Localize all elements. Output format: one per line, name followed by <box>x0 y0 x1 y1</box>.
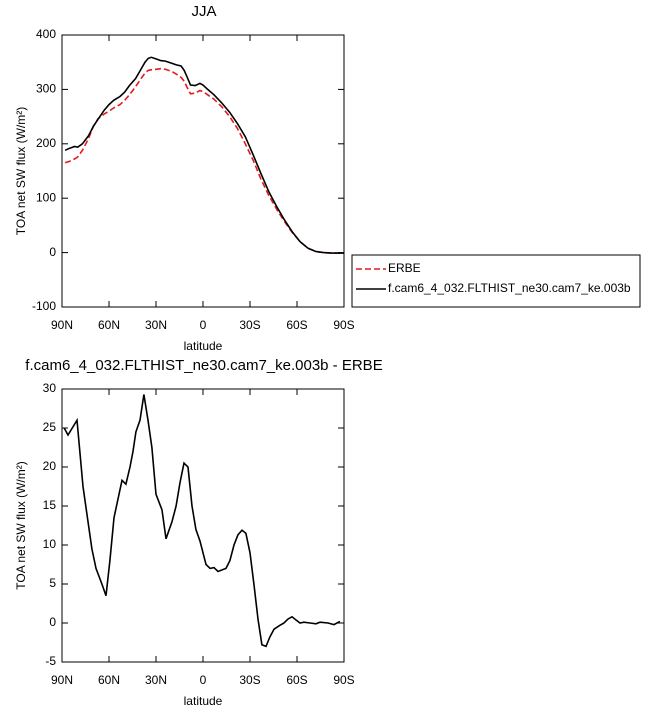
y-tick-label: 0 <box>49 245 56 259</box>
data-line <box>64 67 344 254</box>
y-tick-label: 5 <box>49 576 56 590</box>
data-line <box>63 394 341 648</box>
y-tick-label: 100 <box>36 190 56 204</box>
plot-frame <box>61 34 345 308</box>
y-tick-label: 300 <box>36 82 56 96</box>
legend-label: ERBE <box>388 261 421 275</box>
y-tick-label: -100 <box>32 299 56 313</box>
legend-label: f.cam6_4_032.FLTHIST_ne30.cam7_ke.003b <box>388 281 631 295</box>
y-tick-label: 20 <box>43 459 57 473</box>
y-tick-label: 25 <box>43 420 57 434</box>
x-tick-label: 30N <box>145 318 167 332</box>
x-tick-label: 60N <box>98 673 120 687</box>
x-tick-label: 30S <box>239 673 260 687</box>
x-tick-label: 90N <box>51 673 73 687</box>
x-tick-label: 60S <box>286 673 307 687</box>
y-tick-label: 15 <box>43 498 57 512</box>
y-axis-label: TOA net SW flux (W/m²) <box>14 461 28 589</box>
x-tick-label: 30S <box>239 318 260 332</box>
x-tick-label: 30N <box>145 673 167 687</box>
chart-title: JJA <box>191 3 216 20</box>
y-tick-label: -5 <box>45 654 56 668</box>
x-tick-label: 90S <box>333 318 354 332</box>
y-tick-label: 400 <box>36 27 56 41</box>
x-tick-label: 0 <box>200 673 207 687</box>
legend-box <box>351 254 641 308</box>
x-tick-label: 90N <box>51 318 73 332</box>
y-tick-label: 10 <box>43 537 57 551</box>
plot-frame <box>61 388 345 663</box>
data-line <box>64 56 344 254</box>
x-tick-label: 60S <box>286 318 307 332</box>
x-axis-label: latitude <box>184 339 223 353</box>
x-tick-label: 90S <box>333 673 354 687</box>
y-tick-label: 30 <box>43 381 57 395</box>
y-tick-label: 0 <box>49 615 56 629</box>
x-tick-label: 60N <box>98 318 120 332</box>
x-axis-label: latitude <box>184 694 223 708</box>
chart-title: f.cam6_4_032.FLTHIST_ne30.cam7_ke.003b -… <box>25 357 382 374</box>
x-tick-label: 0 <box>200 318 207 332</box>
y-tick-label: 200 <box>36 136 56 150</box>
y-axis-label: TOA net SW flux (W/m²) <box>14 107 28 235</box>
